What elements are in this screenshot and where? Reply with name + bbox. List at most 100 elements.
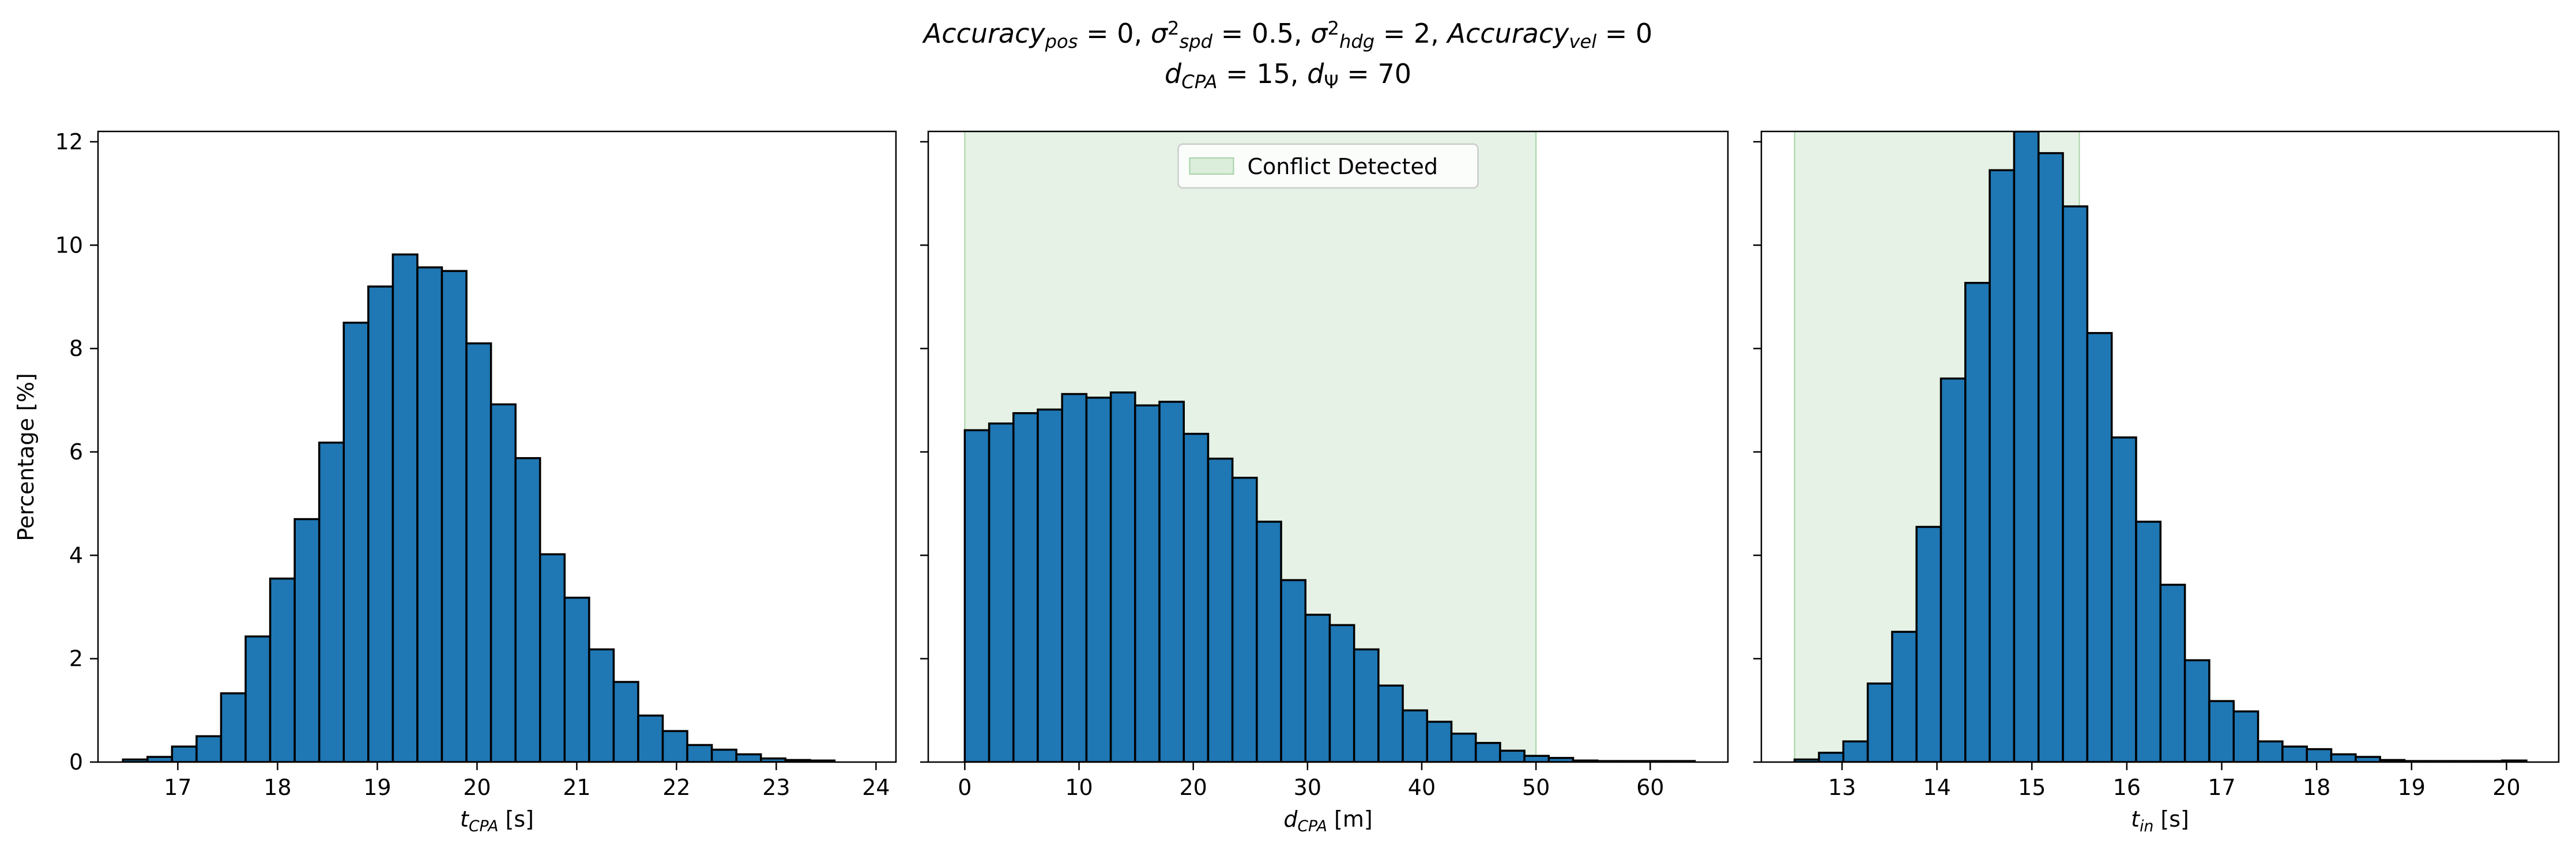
histogram-bar [391, 253, 419, 762]
legend-box [1177, 143, 1479, 189]
histogram-bar [2208, 700, 2235, 762]
histogram-bar [1256, 521, 1282, 762]
histogram-bar [1037, 408, 1063, 762]
x-tick-label: 30 [1294, 775, 1321, 800]
histogram-bar [440, 270, 468, 762]
subplot-d-cpa: 0 10 20 30 40 50 60 dCPA [m] Conflict Detected [920, 130, 1729, 835]
histogram-bar [661, 730, 688, 762]
legend: Conflict Detected [1177, 143, 1479, 189]
histogram-bar [2086, 331, 2113, 762]
histogram-bar [293, 518, 321, 762]
histogram-bar [244, 635, 272, 762]
histogram-bar [1989, 169, 2016, 762]
histogram-bar [735, 753, 762, 762]
x-tick-label: 60 [1636, 775, 1664, 800]
histogram-bar [1085, 397, 1112, 762]
histogram-bar [538, 553, 566, 762]
histogram-bar [1012, 412, 1039, 762]
histogram-bar [1818, 752, 1845, 762]
histogram-bar [710, 748, 737, 762]
histogram-bar [988, 422, 1015, 762]
x-tick-label: 16 [2113, 775, 2141, 800]
histogram-bar [2062, 205, 2089, 762]
histogram-bar [1061, 393, 1088, 762]
x-tick-label: 14 [1923, 775, 1950, 800]
histogram-bar [1523, 755, 1550, 762]
histogram-bar [195, 735, 223, 762]
x-tick-label: 24 [862, 775, 890, 800]
histogram-bar [1377, 684, 1404, 762]
x-tick-label: 20 [463, 775, 491, 800]
histogram-bar [1891, 631, 1918, 762]
histogram-bar [1134, 404, 1161, 762]
histogram-bar [1939, 377, 1967, 762]
y-tick-label: 12 [55, 129, 83, 154]
histogram-bar [220, 692, 247, 762]
y-tick-label: 2 [69, 646, 83, 672]
x-axis-label: dCPA [m] [1283, 806, 1372, 835]
x-tick-label: 19 [2398, 775, 2426, 800]
histogram-bar [2355, 756, 2381, 762]
figure-title-line-1: Accuracypos = 0, σ2spd = 0.5, σ2hdg = 2,… [922, 17, 1652, 52]
histogram-bar [1402, 709, 1429, 762]
histogram-bar [1328, 624, 1355, 762]
histogram-bar [588, 648, 615, 762]
histogram-bar [171, 745, 198, 762]
x-tick-label: 18 [2303, 775, 2330, 800]
histogram-bar [1109, 391, 1136, 762]
histogram-bar [1915, 526, 1942, 762]
x-tick-label: 15 [2018, 775, 2046, 800]
x-tick-label: 17 [164, 775, 191, 800]
histogram-bar [2281, 745, 2308, 762]
y-tick-label: 8 [69, 336, 83, 361]
legend-swatch [1189, 157, 1234, 175]
histogram-bar [342, 322, 370, 762]
x-tick-label: 40 [1408, 775, 1436, 800]
y-tick-label: 0 [69, 749, 83, 775]
x-tick-label: 0 [958, 775, 971, 800]
x-tick-label: 13 [1828, 775, 1856, 800]
histogram-bar [1964, 281, 1991, 762]
histogram-bar [2183, 659, 2210, 762]
histogram-bar [146, 756, 174, 762]
histogram-bar [2013, 131, 2040, 762]
histogram-bar [1866, 682, 1893, 762]
histogram-bar [1304, 613, 1331, 762]
histogram-bar [1450, 732, 1477, 762]
histogram-bar [612, 681, 639, 762]
histogram-bar [686, 744, 713, 762]
histogram-bar [2306, 748, 2333, 762]
histogram-bar [1499, 749, 1526, 762]
x-tick-label: 50 [1522, 775, 1550, 800]
histogram-bar [2110, 436, 2137, 762]
histogram-bar [1353, 648, 1380, 762]
x-tick-label: 20 [2492, 775, 2520, 800]
histogram-bar [1158, 401, 1185, 762]
legend-label: Conflict Detected [1248, 154, 1438, 179]
histogram-bar [489, 403, 517, 762]
histogram-bar [2330, 753, 2357, 762]
histogram-bar [269, 577, 296, 762]
histogram-bar [563, 597, 590, 762]
histogram-bar [2159, 583, 2186, 762]
histogram-bar [1842, 740, 1869, 762]
x-tick-label: 23 [762, 775, 790, 800]
histogram-bar [963, 429, 991, 762]
histogram-bar [318, 442, 345, 762]
histogram-bar [2232, 710, 2259, 762]
x-tick-label: 17 [2208, 775, 2235, 800]
y-axis-label: Percentage [%] [13, 373, 39, 541]
histogram-bar [1231, 477, 1258, 762]
x-axis-label: tin [s] [2131, 806, 2189, 835]
histogram-bar [2257, 740, 2284, 762]
x-axis-label: tCPA [s] [460, 806, 534, 835]
histogram-bar [465, 342, 492, 762]
x-tick-label: 10 [1065, 775, 1093, 800]
histogram-bar [1280, 579, 1307, 762]
x-tick-label: 18 [263, 775, 291, 800]
y-tick-label: 10 [55, 232, 83, 258]
histogram-bar [1182, 432, 1210, 762]
x-tick-label: 19 [363, 775, 391, 800]
